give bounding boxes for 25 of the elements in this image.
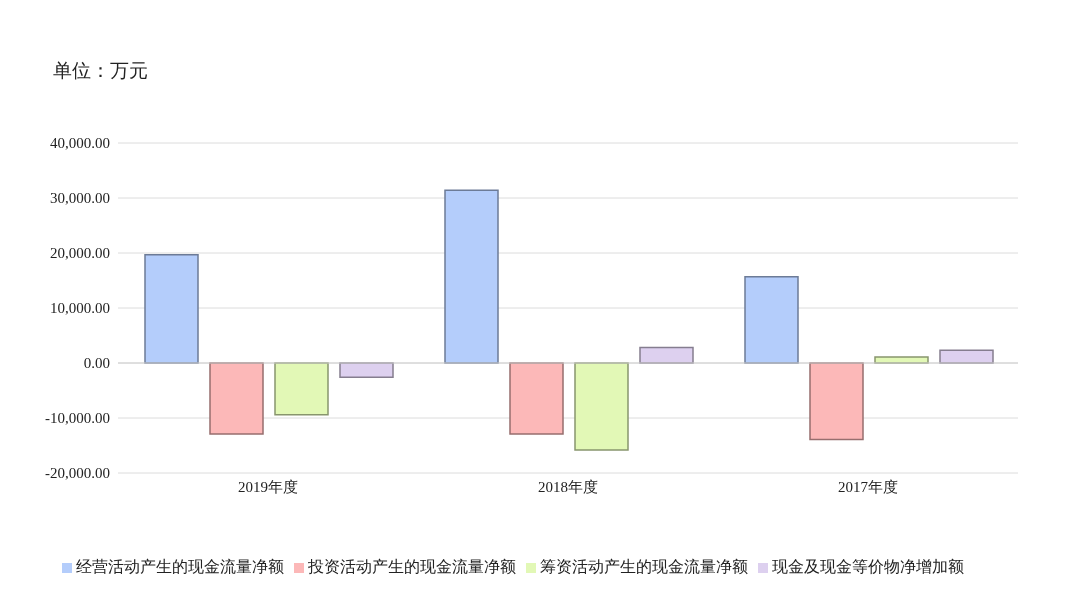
bar	[274, 362, 329, 416]
y-tick-label: -20,000.00	[45, 465, 110, 482]
legend-label: 投资活动产生的现金流量净额	[308, 557, 516, 576]
bar	[744, 275, 799, 364]
y-tick-label: 20,000.00	[50, 245, 110, 262]
bar	[339, 362, 394, 379]
bar	[509, 362, 564, 435]
y-tick-label: 30,000.00	[50, 190, 110, 207]
x-tick-label: 2019年度	[238, 478, 298, 495]
y-tick-label: 40,000.00	[50, 135, 110, 152]
bar	[574, 362, 629, 451]
y-tick-label: 10,000.00	[50, 300, 110, 317]
y-tick-label: -10,000.00	[45, 410, 110, 427]
bar	[209, 362, 264, 435]
x-tick-label: 2017年度	[838, 478, 898, 495]
bar	[639, 346, 694, 364]
y-tick-label: 0.00	[83, 355, 110, 372]
legend-label: 筹资活动产生的现金流量净额	[540, 557, 748, 576]
x-tick-label: 2018年度	[538, 478, 598, 495]
legend-label: 经营活动产生的现金流量净额	[76, 557, 284, 576]
bar	[809, 362, 864, 441]
bar	[144, 253, 199, 364]
chart-title: 单位：万元	[53, 58, 148, 83]
legend-label: 现金及现金等价物净增加额	[772, 557, 964, 576]
bar	[444, 189, 499, 364]
